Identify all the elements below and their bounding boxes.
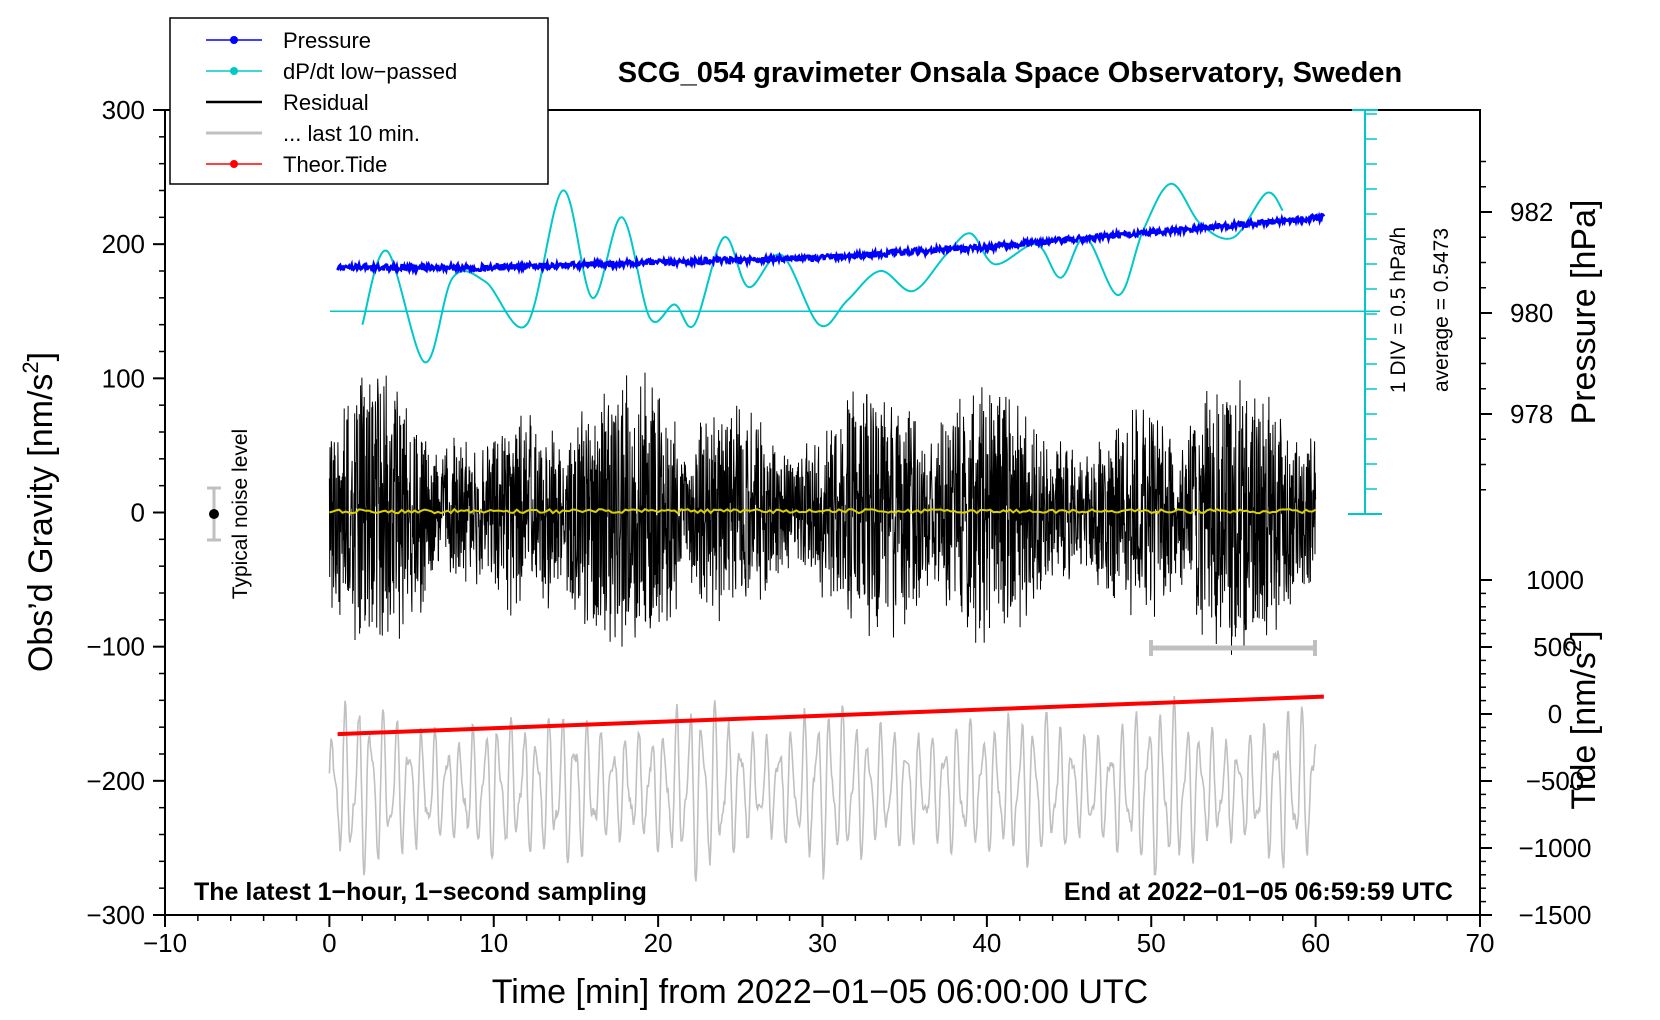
- y-tick-label: 300: [102, 95, 145, 125]
- tide-tick-label: 500: [1533, 632, 1576, 662]
- x-tick-label: −10: [143, 928, 187, 958]
- annotation-sampling: The latest 1−hour, 1−second sampling: [194, 878, 647, 906]
- pressure-line: [336, 211, 1326, 277]
- last10-line: [328, 696, 1317, 882]
- tide-axis-ticks: −1500 −1000 −500 0 500 1000: [1480, 565, 1592, 930]
- x-tick-label: 60: [1301, 928, 1330, 958]
- residual-mean-line: [329, 507, 1317, 515]
- y-axis-pressure-label: Pressure [hPa]: [1565, 200, 1603, 425]
- y-axis-left-label: Obs’d Gravity [nm/s2]: [18, 352, 60, 672]
- legend-item-dpdt: dP/dt low−passed: [206, 59, 457, 84]
- tide-tick-label: −500: [1526, 766, 1585, 796]
- legend-label-pressure: Pressure: [283, 28, 371, 53]
- legend-item-residual: Residual: [206, 90, 369, 115]
- legend-item-pressure: Pressure: [206, 28, 371, 53]
- y-tick-label: −200: [86, 766, 145, 796]
- y-axis-left-ticks: −300 −200 −100 0 100 200 300: [86, 95, 165, 930]
- annotation-end-time: End at 2022−01−05 06:59:59 UTC: [1064, 878, 1453, 906]
- x-tick-label: 30: [808, 928, 837, 958]
- legend-item-last10: ... last 10 min.: [206, 121, 420, 146]
- y-tick-label: 100: [102, 363, 145, 393]
- legend-label-residual: Residual: [283, 90, 369, 115]
- y-axis-tide-label: Tide [nm/s2]: [1561, 630, 1603, 809]
- x-tick-label: 10: [479, 928, 508, 958]
- tide-tick-label: −1000: [1518, 833, 1591, 863]
- legend-dot-dpdt: [230, 67, 238, 75]
- noise-dot: [209, 509, 219, 519]
- x-tick-label: 20: [644, 928, 673, 958]
- legend: Pressure dP/dt low−passed Residual ... l…: [169, 17, 549, 185]
- legend-dot-pressure: [230, 36, 238, 44]
- last10-series: [328, 696, 1317, 882]
- y-tick-label: −100: [86, 632, 145, 662]
- residual-mean-line: [329, 507, 1317, 515]
- noise-label: Typical noise level: [229, 429, 252, 599]
- tide-tick-label: −1500: [1518, 900, 1591, 930]
- tide-line: [337, 694, 1324, 737]
- tide-series: [337, 694, 1324, 737]
- chart-title: SCG_054 gravimeter Onsala Space Observat…: [618, 57, 1402, 89]
- x-tick-label: 40: [972, 928, 1001, 958]
- tide-tick-label: 1000: [1526, 565, 1584, 595]
- pressure-axis-ticks: 978 980 982: [1480, 160, 1553, 491]
- dpdt-average-label: average = 0.5473: [1430, 228, 1453, 392]
- x-tick-label: 0: [322, 928, 336, 958]
- residual-series: [328, 372, 1317, 655]
- x-tick-label: 50: [1137, 928, 1166, 958]
- legend-label-dpdt: dP/dt low−passed: [283, 59, 457, 84]
- legend-dot-tide: [230, 160, 238, 168]
- y-tick-label: 200: [102, 229, 145, 259]
- pressure-tick-label: 982: [1510, 197, 1553, 227]
- legend-item-tide: Theor.Tide: [206, 152, 387, 177]
- y-tick-label: −300: [86, 900, 145, 930]
- legend-label-tide: Theor.Tide: [283, 152, 387, 177]
- x-tick-label: 70: [1466, 928, 1495, 958]
- tide-tick-label: 0: [1548, 699, 1562, 729]
- x-axis-ticks: −10 0 10 20 30 40 50 60 70: [143, 915, 1495, 958]
- dpdt-scale-bar: [330, 109, 1382, 515]
- pressure-series: [336, 211, 1326, 277]
- x-axis-label: Time [min] from 2022−01−05 06:00:00 UTC: [492, 973, 1148, 1011]
- y-tick-label: 0: [131, 498, 145, 528]
- residual-line: [328, 372, 1317, 655]
- dpdt-scale-label: 1 DIV = 0.5 hPa/h: [1387, 227, 1410, 393]
- pressure-tick-label: 978: [1510, 399, 1553, 429]
- legend-label-last10: ... last 10 min.: [283, 121, 420, 146]
- pressure-tick-label: 980: [1510, 298, 1553, 328]
